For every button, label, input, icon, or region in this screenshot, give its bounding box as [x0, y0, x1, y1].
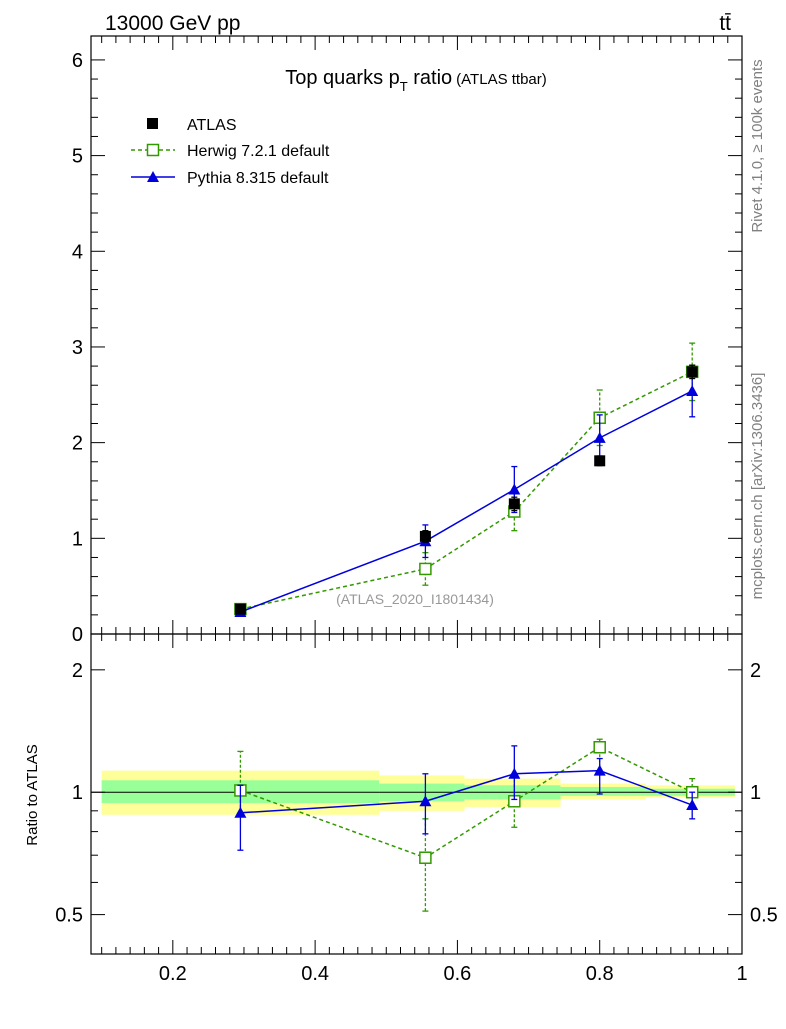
y-tick-label: 1 — [72, 528, 83, 550]
collision-label: 13000 GeV pp — [105, 12, 240, 35]
herwig-ratio-point — [419, 851, 432, 864]
y-tick-label: 6 — [72, 50, 83, 72]
y-tick-label: 0 — [72, 624, 83, 646]
pythia-ratio-point — [593, 764, 606, 776]
analysis-id-label: (ATLAS_2020_I1801434) — [336, 591, 494, 607]
ratio-y-tick-label: 2 — [72, 660, 83, 682]
atlas-main-point — [508, 498, 520, 510]
y-tick-label: 2 — [72, 433, 83, 455]
ratio-plot-frame — [90, 633, 743, 955]
y-tick-label: 4 — [72, 241, 83, 263]
legend-pythia-label: Pythia 8.315 default — [187, 170, 329, 187]
herwig-main-line — [240, 371, 693, 610]
process-label: tt̄ — [719, 12, 731, 35]
main-axis-ticks: 0 1 2 3 4 5 6 — [72, 50, 742, 646]
atlas-main-point — [419, 530, 431, 542]
y-tick-label: 5 — [72, 146, 83, 168]
legend-herwig-label: Herwig 7.2.1 default — [187, 143, 330, 160]
atlas-main-point — [234, 603, 246, 615]
herwig-main-point — [419, 562, 432, 576]
x-tick-label: 1 — [736, 963, 747, 985]
ratio-y-tick-label: 1 — [72, 782, 83, 804]
pythia-main-point — [686, 384, 699, 396]
chart-title-tail: ratio — [408, 67, 452, 89]
x-tick-label: 0.2 — [159, 963, 187, 985]
pythia-ratio-point — [234, 806, 247, 818]
ratio-series-group — [234, 738, 699, 912]
x-tick-label: 0.6 — [444, 963, 472, 985]
pythia-main-point — [508, 483, 521, 495]
atlas-main-point — [594, 455, 606, 467]
x-axis-ticks: 0.2 0.4 0.6 0.8 1 — [101, 36, 748, 985]
atlas-main-point — [686, 366, 698, 378]
ratio-y-tick-label: 0.5 — [55, 905, 83, 927]
legend-atlas-marker — [147, 118, 158, 129]
pythia-ratio-point — [508, 767, 521, 779]
chart-title-main: Top quarks p — [285, 67, 400, 89]
ratio-y-tick-label-right: 1 — [750, 782, 761, 804]
chart-title-subscript: T — [400, 79, 408, 94]
chart-title: Top quarks pT ratio (ATLAS ttbar) — [285, 67, 547, 94]
pythia-ratio-point — [686, 799, 699, 811]
ratio-y-tick-label-right: 2 — [750, 660, 761, 682]
y-tick-label: 3 — [72, 337, 83, 359]
mcplots-label: mcplots.cern.ch [arXiv:1306.3436] — [749, 373, 766, 600]
main-series-group — [234, 342, 699, 617]
x-tick-label: 0.8 — [586, 963, 614, 985]
chart-title-small: (ATLAS ttbar) — [456, 71, 547, 88]
legend-pythia-marker — [147, 171, 159, 182]
legend: ATLAS Herwig 7.2.1 default Pythia 8.315 … — [131, 117, 330, 187]
pythia-main-point — [593, 431, 606, 443]
legend-herwig-marker — [146, 143, 160, 157]
herwig-ratio-point — [593, 741, 606, 754]
legend-atlas-label: ATLAS — [187, 117, 237, 134]
rivet-version-label: Rivet 4.1.0, ≥ 100k events — [749, 59, 766, 232]
ratio-y-tick-label-right: 0.5 — [750, 905, 778, 927]
ratio-ylabel: Ratio to ATLAS — [24, 744, 41, 845]
ratio-band-inner — [560, 786, 646, 796]
pythia-ratio-point — [419, 795, 432, 807]
x-tick-label: 0.4 — [301, 963, 329, 985]
pythia-main-line — [240, 390, 693, 613]
